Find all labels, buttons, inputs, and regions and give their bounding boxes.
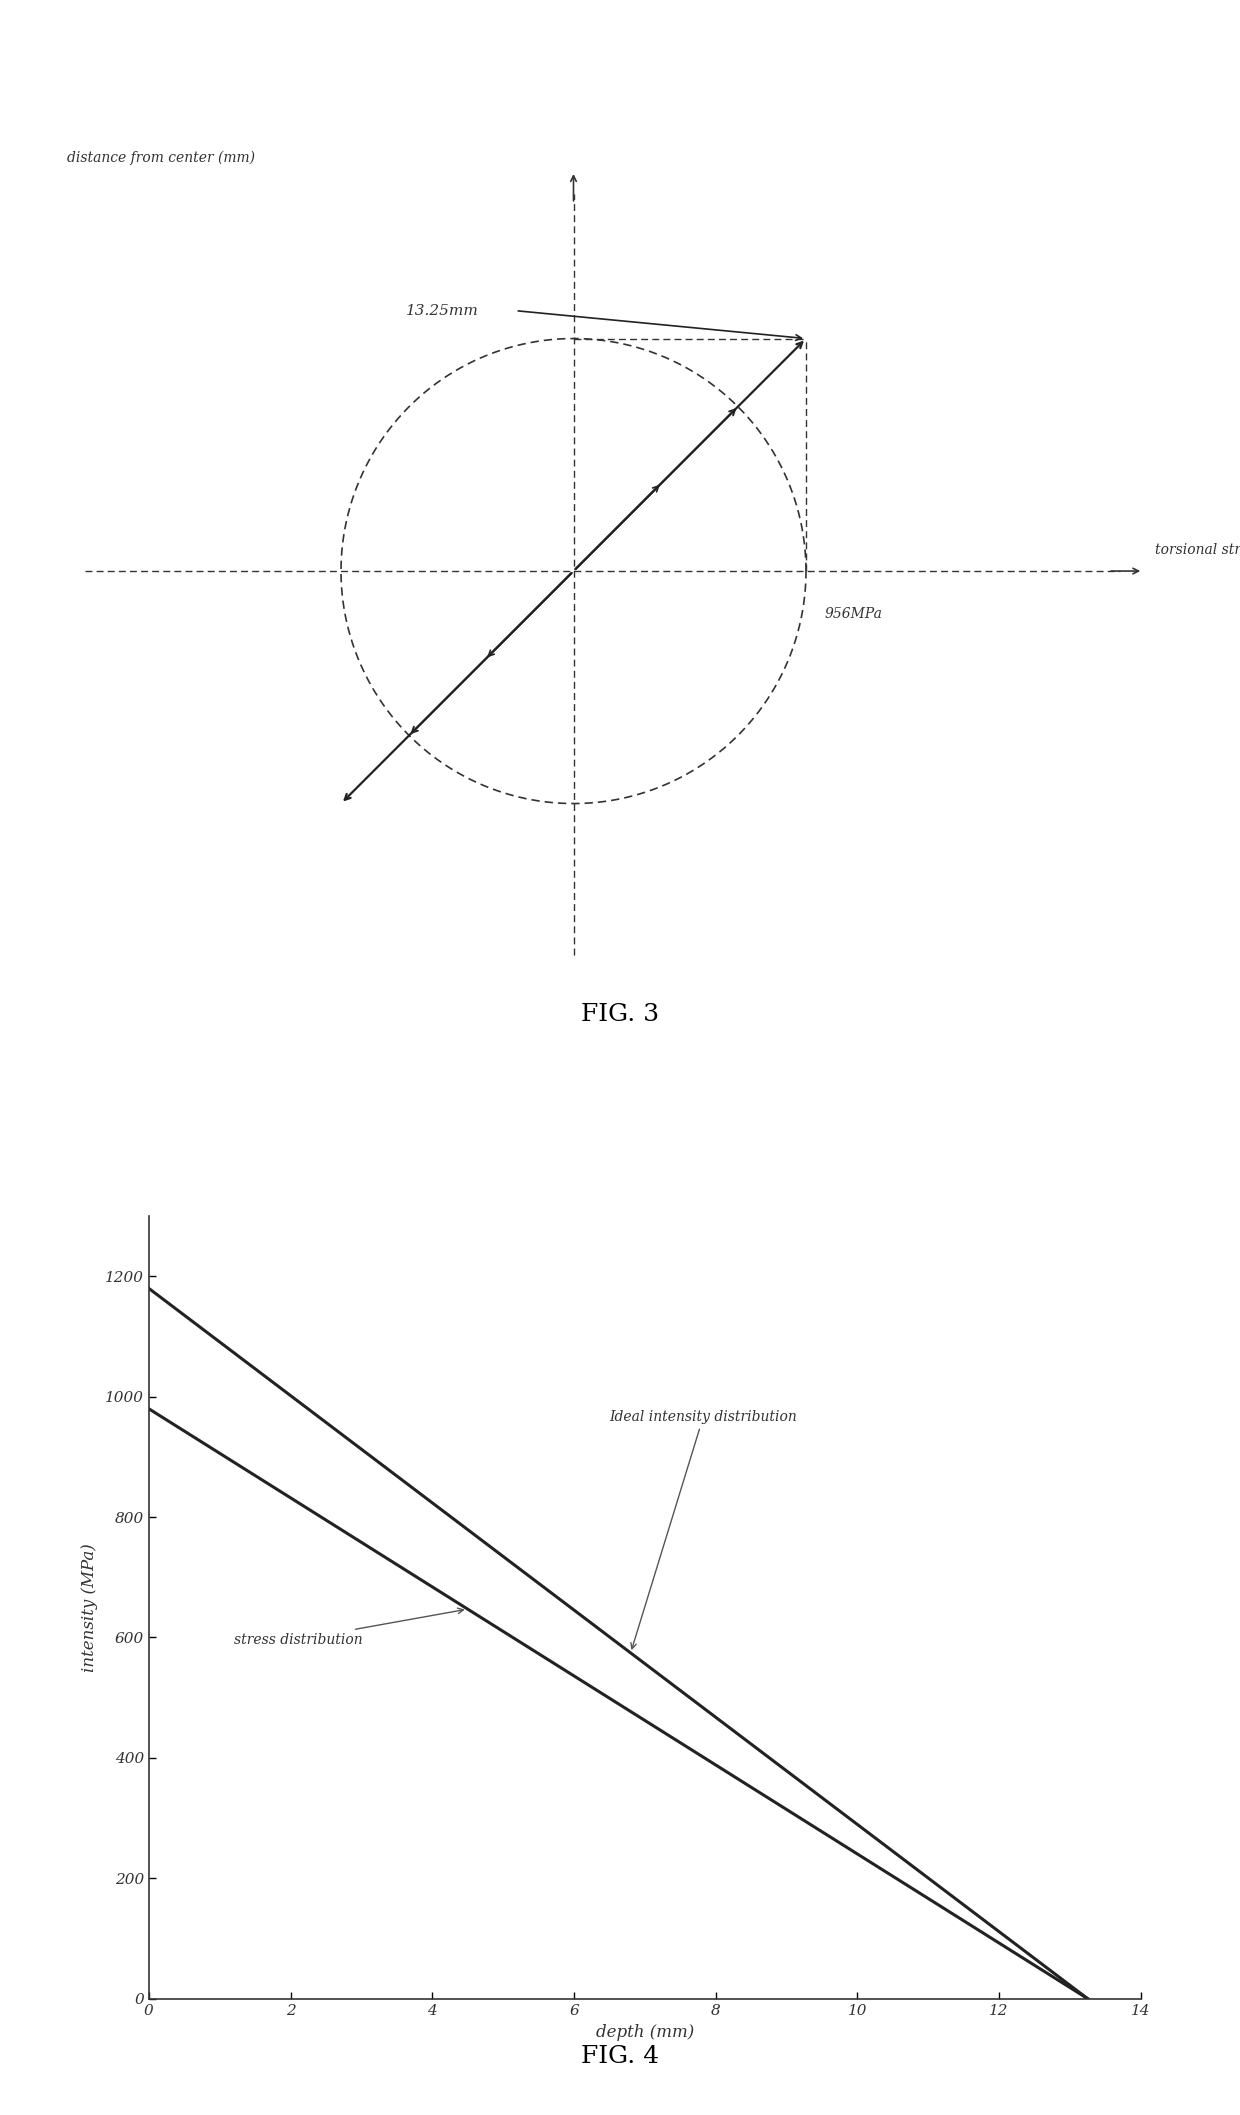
Text: FIG. 4: FIG. 4	[580, 2045, 660, 2068]
Text: torsional stress (MPa): torsional stress (MPa)	[1154, 544, 1240, 556]
Text: stress distribution: stress distribution	[234, 1607, 464, 1645]
Y-axis label: intensity (MPa): intensity (MPa)	[81, 1544, 98, 1671]
Text: distance from center (mm): distance from center (mm)	[67, 150, 254, 165]
Text: FIG. 3: FIG. 3	[580, 1003, 660, 1026]
Text: 13.25mm: 13.25mm	[407, 305, 479, 317]
X-axis label: depth (mm): depth (mm)	[595, 2024, 694, 2041]
Text: 956MPa: 956MPa	[825, 607, 883, 620]
Text: Ideal intensity distribution: Ideal intensity distribution	[609, 1411, 797, 1650]
